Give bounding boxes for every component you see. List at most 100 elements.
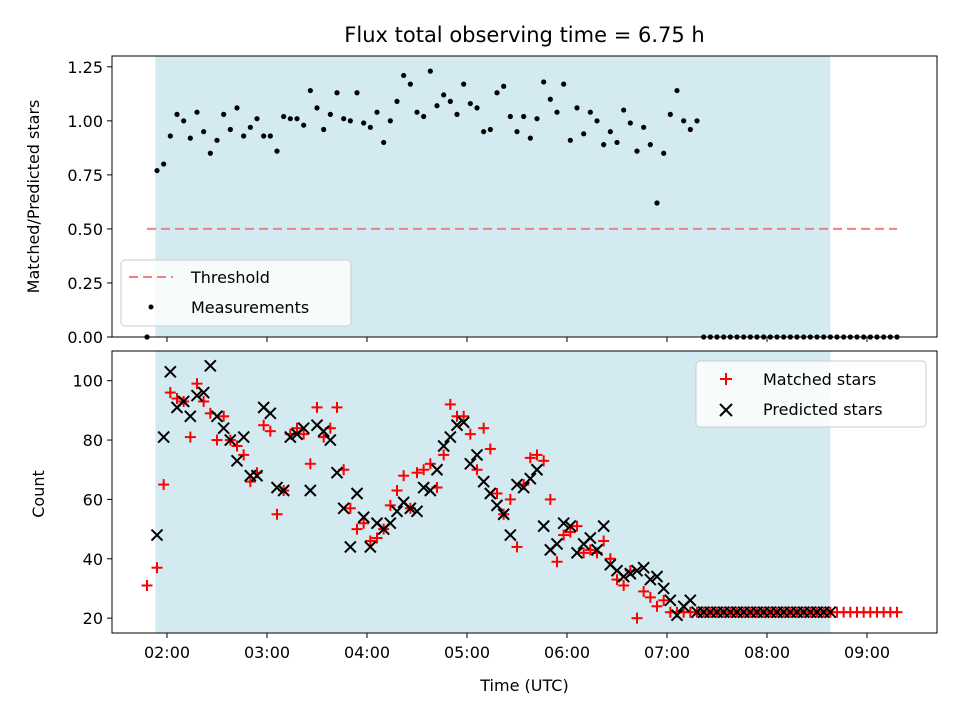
matched-star-point	[578, 547, 590, 559]
predicted-star-point	[250, 469, 264, 482]
predicted-star-point	[324, 433, 337, 447]
matched-star-point	[658, 594, 670, 606]
measurement-point	[601, 142, 607, 148]
predicted-star-point	[204, 359, 217, 373]
predicted-star-mark-b	[390, 505, 404, 518]
measurement-point	[281, 113, 287, 120]
predicted-star-mark-b	[437, 439, 450, 453]
predicted-star-mark-b	[410, 505, 424, 518]
predicted-star-mark-b	[664, 594, 677, 607]
predicted-star-mark-b	[197, 386, 210, 399]
predicted-star-mark-b	[224, 433, 237, 447]
predicted-star-mark-b	[517, 481, 530, 494]
predicted-star-mark-b	[477, 475, 490, 488]
matched-star-point	[598, 535, 610, 547]
top-legend: Threshold Measurements	[120, 259, 352, 327]
matched-star-point	[458, 410, 470, 422]
predicted-star-point	[464, 457, 477, 471]
matched-star-point	[551, 556, 563, 568]
matched-star-point	[191, 378, 203, 390]
matched-star-point	[398, 470, 410, 482]
predicted-star-mark-b	[384, 516, 397, 530]
predicted-star-mark-b	[357, 511, 370, 524]
matched-star-point	[141, 580, 153, 592]
bottom-y-tick-label: 80	[83, 431, 103, 450]
measurement-point	[174, 111, 180, 117]
measurement-point	[341, 116, 347, 122]
predicted-star-mark-b	[670, 608, 684, 622]
predicted-star-mark-b	[164, 365, 177, 378]
predicted-star-point	[404, 502, 417, 515]
matched-star-point	[218, 410, 230, 422]
predicted-star-point	[157, 430, 170, 444]
predicted-star-point	[437, 439, 450, 453]
predicted-star-point	[564, 519, 577, 533]
measurement-point	[321, 126, 327, 133]
matched-star-point	[391, 485, 403, 497]
matched-star-point	[644, 591, 656, 603]
measurement-point	[561, 81, 567, 87]
matched-star-point	[524, 452, 536, 464]
measurement-point	[527, 135, 533, 141]
predicted-star-point	[344, 540, 357, 554]
predicted-star-mark-b	[564, 519, 577, 533]
top-panel: 0.00 0.25 0.50 0.75 1.00 1.25 Matched/Predict…	[24, 55, 938, 347]
predicted-star-point	[424, 484, 437, 497]
predicted-star-mark-b	[217, 421, 230, 435]
top-y-ticks: 0.00 0.25 0.50 0.75 1.00 1.25	[67, 58, 112, 347]
predicted-star-mark-b	[510, 478, 524, 491]
predicted-star-point	[184, 410, 197, 423]
matched-stars-points	[141, 378, 903, 624]
measurement-point	[347, 118, 353, 124]
predicted-star-point	[644, 573, 657, 586]
predicted-star-mark-b	[484, 487, 497, 500]
predicted-star-mark-b	[424, 484, 437, 497]
measurement-point	[607, 129, 613, 135]
measurement-point	[154, 167, 160, 174]
predicted-star-mark-b	[190, 389, 204, 402]
matched-star-point	[158, 479, 170, 491]
measurement-point	[181, 118, 187, 124]
matched-star-point	[371, 532, 383, 544]
measurement-point	[687, 126, 693, 133]
measurement-point	[361, 120, 367, 126]
predicted-star-point	[450, 419, 464, 432]
x-tick-label: 09:00	[844, 643, 890, 662]
top-y-tick-label: 0.25	[67, 274, 103, 293]
measurement-point	[667, 111, 673, 117]
matched-star-point	[351, 523, 363, 535]
x-tick-label: 04:00	[344, 643, 390, 662]
predicted-star-mark-b	[504, 528, 517, 542]
x-tick-label: 02:00	[144, 643, 190, 662]
matched-star-point	[151, 562, 163, 574]
bottom-y-tick-label: 60	[83, 490, 103, 509]
predicted-star-mark-b	[237, 430, 250, 444]
x-axis-label: Time (UTC)	[479, 676, 568, 695]
matched-star-point	[418, 464, 430, 476]
predicted-star-mark-b	[624, 567, 637, 580]
predicted-star-point	[657, 582, 670, 595]
predicted-star-mark-b	[150, 528, 164, 542]
measurement-point	[641, 124, 647, 130]
predicted-star-mark-b	[650, 570, 664, 583]
top-legend-box	[120, 259, 352, 327]
matched-star-point	[291, 422, 303, 434]
matched-star-point	[544, 493, 556, 505]
measurement-point	[681, 118, 687, 124]
matched-star-point	[538, 455, 550, 467]
predicted-star-mark-b	[364, 540, 377, 554]
top-y-tick-label: 1.25	[67, 58, 103, 77]
predicted-star-point	[484, 487, 497, 500]
legend-predicted-swatch	[719, 403, 733, 417]
predicted-star-point	[270, 481, 284, 494]
predicted-star-point	[517, 481, 530, 494]
predicted-star-point	[510, 478, 524, 491]
bottom-legend: Matched stars Predicted stars	[695, 360, 927, 428]
predicted-star-point	[390, 505, 404, 518]
measurement-point	[214, 137, 220, 143]
predicted-star-point	[237, 430, 250, 444]
measurement-point	[467, 100, 473, 107]
predicted-star-mark-b	[497, 508, 510, 521]
bottom-legend-box	[695, 360, 927, 428]
